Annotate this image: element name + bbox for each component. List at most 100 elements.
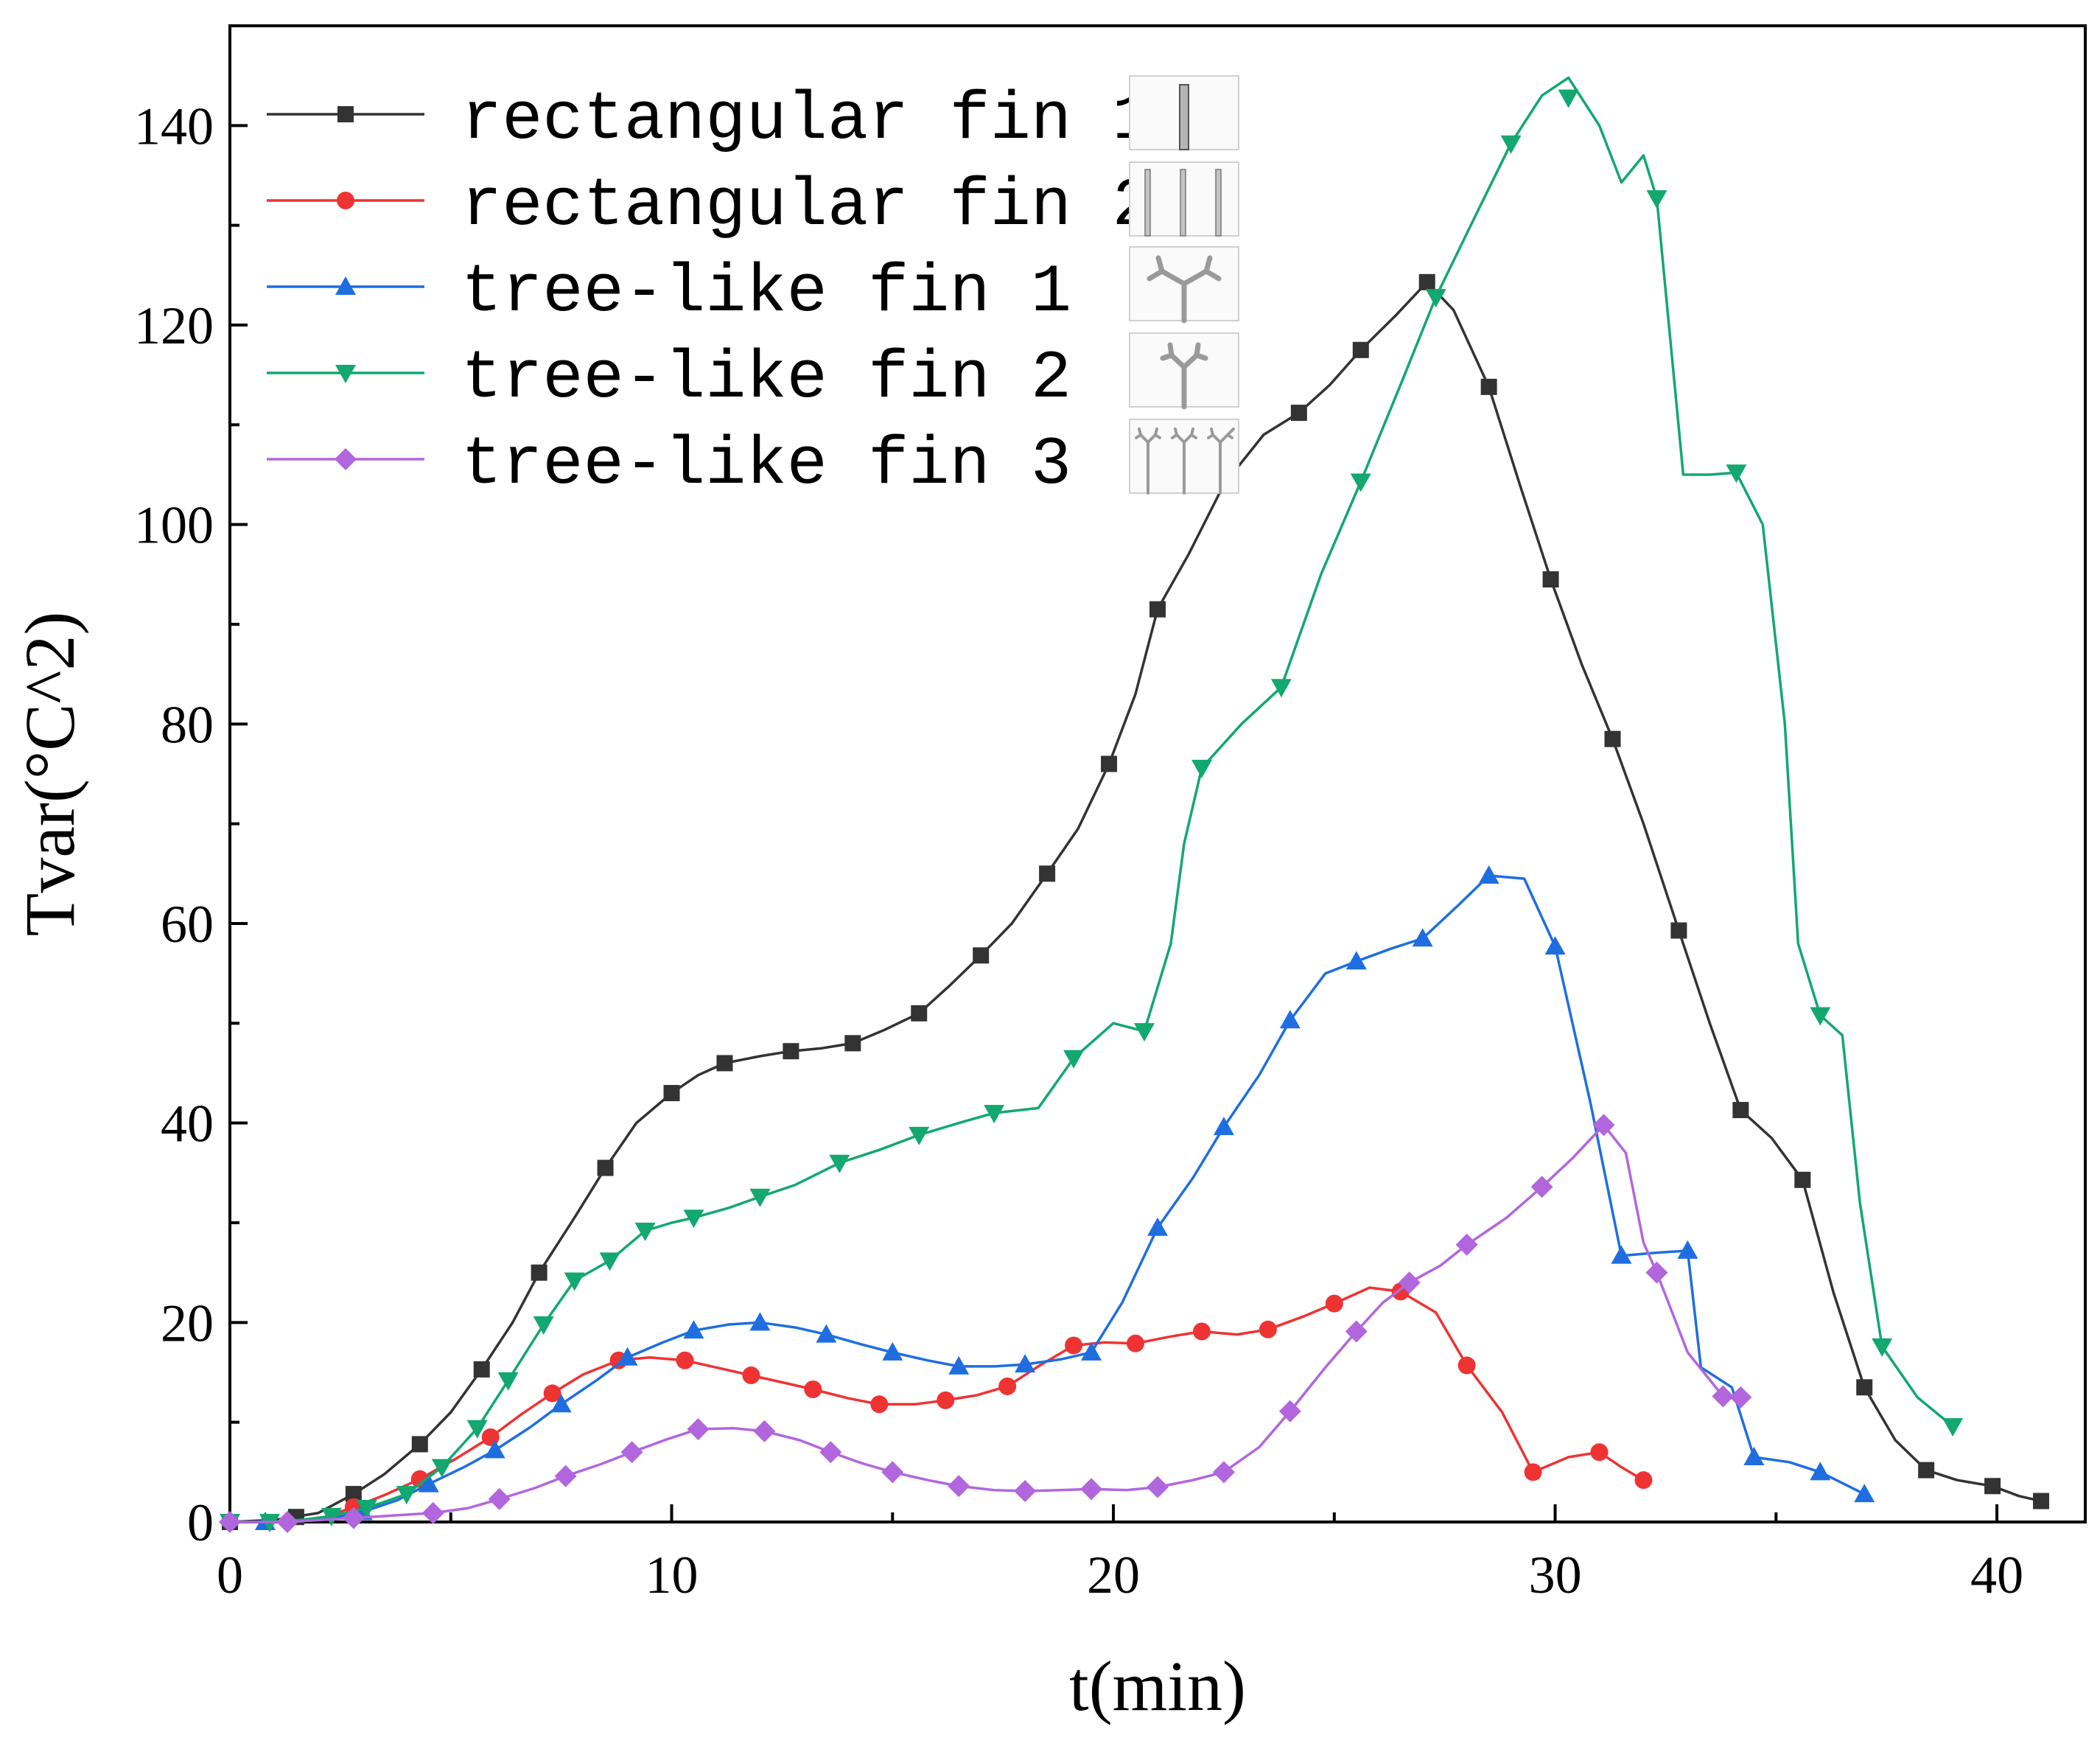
legend-item-tree-like-fin-1: tree-like fin 1 bbox=[267, 254, 1071, 331]
legend-marker bbox=[337, 192, 354, 209]
data-point-tree-like-fin-2 bbox=[1810, 1007, 1831, 1026]
x-tick-label: 30 bbox=[1529, 1546, 1582, 1605]
data-point-tree-like-fin-1 bbox=[1544, 936, 1566, 955]
data-point-rectangular-fin-1 bbox=[663, 1085, 680, 1102]
y-tick-label: 40 bbox=[161, 1095, 214, 1153]
data-point-tree-like-fin-1 bbox=[816, 1324, 837, 1343]
data-point-tree-like-fin-3 bbox=[1080, 1478, 1103, 1501]
data-point-rectangular-fin-1 bbox=[1984, 1478, 2001, 1495]
data-point-tree-like-fin-1 bbox=[1677, 1240, 1698, 1259]
data-point-tree-like-fin-3 bbox=[881, 1461, 904, 1484]
data-point-rectangular-fin-1 bbox=[1039, 865, 1056, 882]
plot-frame bbox=[228, 24, 2087, 1523]
data-point-tree-like-fin-3 bbox=[753, 1420, 776, 1442]
data-point-rectangular-fin-1 bbox=[411, 1436, 428, 1453]
data-point-rectangular-fin-2 bbox=[1192, 1322, 1211, 1341]
data-point-tree-like-fin-2 bbox=[1134, 1023, 1155, 1042]
data-point-tree-like-fin-1 bbox=[1611, 1245, 1632, 1264]
data-point-rectangular-fin-1 bbox=[1918, 1462, 1935, 1479]
data-point-tree-like-fin-3 bbox=[1014, 1480, 1037, 1503]
data-point-tree-like-fin-1 bbox=[1213, 1117, 1234, 1136]
data-point-tree-like-fin-3 bbox=[1398, 1271, 1421, 1294]
data-point-tree-like-fin-3 bbox=[687, 1418, 710, 1441]
data-point-rectangular-fin-2 bbox=[1524, 1463, 1542, 1481]
data-point-tree-like-fin-2 bbox=[683, 1209, 704, 1229]
data-point-tree-like-fin-2 bbox=[749, 1188, 771, 1207]
data-point-tree-like-fin-2 bbox=[1500, 135, 1522, 154]
data-point-tree-like-fin-1 bbox=[683, 1320, 704, 1339]
rectangular-fin-1-icon bbox=[1129, 75, 1239, 150]
data-point-tree-like-fin-2 bbox=[909, 1126, 930, 1145]
x-axis: 0 10 20 30 40 bbox=[217, 1504, 2023, 1605]
data-point-rectangular-fin-1 bbox=[2033, 1493, 2050, 1509]
data-point-tree-like-fin-3 bbox=[1592, 1114, 1615, 1137]
data-point-rectangular-fin-1 bbox=[1604, 730, 1621, 747]
legend-marker bbox=[335, 448, 357, 470]
y-tick-label: 140 bbox=[134, 97, 214, 156]
legend-item-rectangular-fin-1: rectangular fin 1 bbox=[267, 81, 1153, 158]
data-point-rectangular-fin-2 bbox=[676, 1351, 694, 1369]
data-point-rectangular-fin-2 bbox=[804, 1380, 822, 1399]
legend-marker bbox=[337, 106, 354, 122]
data-point-tree-like-fin-1 bbox=[418, 1473, 439, 1493]
data-point-tree-like-fin-1 bbox=[550, 1394, 572, 1413]
data-point-tree-like-fin-2 bbox=[321, 1507, 342, 1526]
data-point-tree-like-fin-3 bbox=[1212, 1461, 1235, 1484]
data-point-tree-like-fin-2 bbox=[466, 1420, 488, 1439]
data-point-tree-like-fin-3 bbox=[1455, 1233, 1478, 1256]
data-point-tree-like-fin-2 bbox=[356, 1500, 377, 1519]
data-point-rectangular-fin-1 bbox=[345, 1486, 362, 1503]
y-tick-label: 80 bbox=[161, 695, 214, 754]
legend-marker bbox=[335, 276, 356, 295]
data-point-rectangular-fin-2 bbox=[937, 1391, 955, 1409]
data-point-tree-like-fin-1 bbox=[484, 1439, 505, 1459]
data-point-rectangular-fin-1 bbox=[1794, 1171, 1811, 1188]
data-point-rectangular-fin-1 bbox=[597, 1159, 614, 1176]
data-point-tree-like-fin-1 bbox=[1854, 1484, 1875, 1503]
data-point-rectangular-fin-1 bbox=[1856, 1379, 1873, 1396]
data-point-rectangular-fin-1 bbox=[1732, 1102, 1749, 1119]
y-axis-title: Tvar(°C^2) bbox=[10, 612, 89, 937]
data-point-rectangular-fin-1 bbox=[783, 1043, 799, 1060]
x-tick-label: 0 bbox=[217, 1546, 243, 1605]
data-point-tree-like-fin-1 bbox=[948, 1355, 970, 1375]
legend-label: tree-like fin 3 bbox=[461, 426, 1071, 503]
tree-like-fin-3-icon bbox=[1129, 419, 1239, 495]
data-point-tree-like-fin-2 bbox=[396, 1486, 417, 1505]
data-point-rectangular-fin-2 bbox=[870, 1395, 889, 1414]
series-tree-like-fin-3 bbox=[219, 1114, 1752, 1533]
data-point-tree-like-fin-1 bbox=[1279, 1010, 1301, 1029]
data-point-tree-like-fin-1 bbox=[1810, 1462, 1831, 1481]
data-point-tree-like-fin-2 bbox=[1425, 289, 1446, 308]
data-point-tree-like-fin-3 bbox=[1645, 1261, 1668, 1284]
y-tick-label: 60 bbox=[161, 895, 214, 954]
data-point-rectangular-fin-2 bbox=[1634, 1471, 1653, 1490]
rectangular-fin-2-icon bbox=[1129, 161, 1239, 237]
data-point-tree-like-fin-1 bbox=[882, 1341, 903, 1361]
data-point-tree-like-fin-1 bbox=[1015, 1354, 1036, 1373]
x-tick-label: 40 bbox=[1970, 1546, 2023, 1605]
data-point-tree-like-fin-3 bbox=[1712, 1385, 1735, 1408]
data-point-tree-like-fin-2 bbox=[497, 1372, 519, 1391]
data-point-rectangular-fin-1 bbox=[1542, 571, 1559, 588]
data-point-tree-like-fin-2 bbox=[1726, 464, 1747, 483]
legend-label: rectangular fin 2 bbox=[461, 167, 1153, 245]
x-axis-title: t(min) bbox=[1069, 1647, 1246, 1725]
data-point-rectangular-fin-2 bbox=[543, 1384, 561, 1403]
y-tick-label: 100 bbox=[134, 496, 214, 555]
data-point-tree-like-fin-3 bbox=[1729, 1386, 1752, 1408]
data-point-rectangular-fin-1 bbox=[1149, 601, 1166, 618]
x-tick-label: 10 bbox=[645, 1546, 699, 1605]
data-point-tree-like-fin-1 bbox=[617, 1347, 638, 1366]
data-point-tree-like-fin-2 bbox=[564, 1272, 585, 1291]
legend-label: rectangular fin 1 bbox=[461, 81, 1153, 158]
data-point-rectangular-fin-1 bbox=[1290, 405, 1307, 422]
data-point-rectangular-fin-2 bbox=[1127, 1334, 1145, 1352]
y-tick-label: 20 bbox=[161, 1294, 214, 1352]
data-point-tree-like-fin-2 bbox=[829, 1154, 850, 1173]
data-point-tree-like-fin-1 bbox=[1081, 1341, 1102, 1361]
data-point-tree-like-fin-3 bbox=[488, 1487, 511, 1510]
data-point-tree-like-fin-3 bbox=[948, 1475, 970, 1498]
data-point-rectangular-fin-1 bbox=[1670, 922, 1687, 939]
